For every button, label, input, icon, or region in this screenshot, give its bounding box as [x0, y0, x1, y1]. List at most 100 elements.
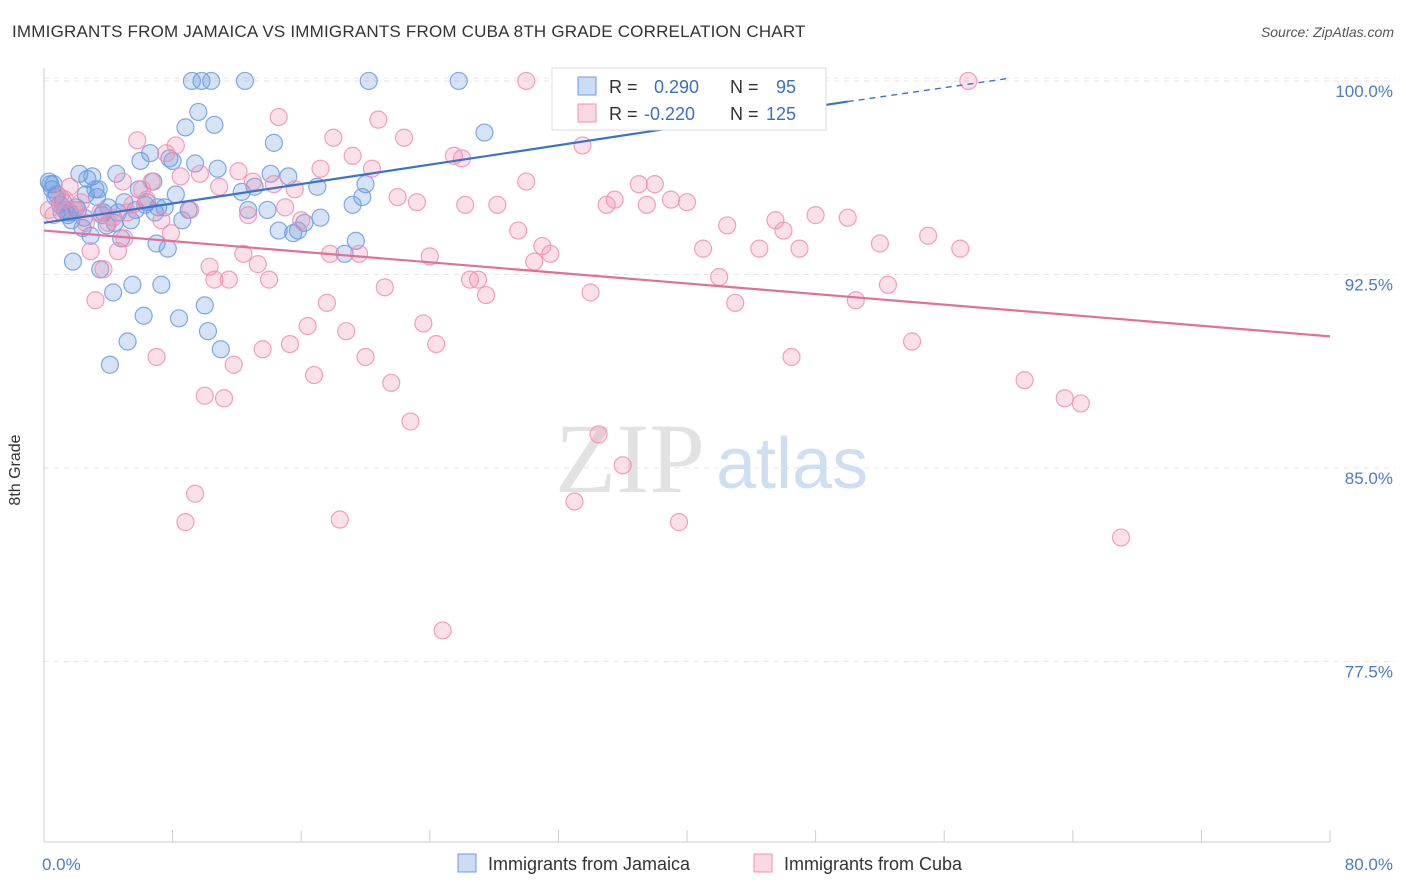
point-s0-89: [87, 187, 107, 207]
point-s1-107: [806, 206, 825, 225]
point-s1-1: [44, 206, 63, 225]
point-s0-40: [152, 275, 171, 294]
point-s0-53: [192, 71, 211, 91]
point-s1-81: [517, 172, 536, 191]
point-s1-85: [565, 492, 584, 511]
point-s1-116: [1015, 371, 1034, 390]
point-s0-9: [63, 252, 83, 271]
point-s1-12: [99, 213, 118, 232]
point-s1-49: [280, 334, 300, 354]
point-s0-79: [359, 71, 378, 91]
point-s0-48: [176, 118, 195, 137]
point-s1-120: [517, 71, 536, 91]
point-s1-91: [613, 456, 632, 475]
x-tick-label-0: 0.0%: [42, 855, 81, 874]
legend-swatch-jamaica: [577, 76, 597, 96]
point-s0-46: [169, 309, 189, 328]
point-s0-45: [166, 185, 185, 204]
point-s1-11: [94, 260, 113, 279]
point-s1-42: [243, 172, 263, 191]
bottom-legend-label-cuba: Immigrants from Cuba: [784, 854, 963, 874]
point-s1-28: [176, 513, 195, 532]
point-s1-102: [750, 239, 769, 258]
point-s0-34: [134, 306, 153, 325]
point-s1-94: [645, 175, 664, 194]
point-s0-51: [186, 154, 205, 173]
y-tick-label-3: 77.5%: [1345, 662, 1393, 681]
point-s1-41: [239, 206, 258, 225]
point-s1-86: [573, 136, 592, 155]
point-s1-24: [157, 144, 176, 163]
point-s1-15: [113, 172, 132, 191]
point-s1-61: [356, 347, 375, 367]
point-s0-36: [140, 144, 160, 163]
bottom-legend-label-jamaica: Immigrants from Jamaica: [488, 854, 691, 874]
point-s1-0: [39, 200, 58, 220]
point-s1-108: [838, 208, 857, 227]
axes: [43, 68, 1331, 843]
point-s1-98: [693, 239, 713, 258]
point-s1-53: [304, 365, 324, 385]
legend-r-value-2: -0.220: [644, 104, 695, 124]
point-s0-78: [356, 175, 375, 194]
y-tick-label-1: 92.5%: [1345, 275, 1393, 294]
point-s1-113: [919, 226, 938, 245]
legend-r-value-1: 0.290: [654, 77, 699, 97]
point-s1-26: [166, 136, 185, 155]
point-s1-84: [541, 244, 560, 263]
y-tick-labels: 100.0% 92.5% 85.0% 77.5%: [1335, 82, 1393, 681]
point-s1-58: [337, 322, 356, 341]
legend-n-value-2: 125: [766, 104, 796, 124]
point-s0-28: [118, 332, 137, 351]
point-s1-6: [71, 193, 91, 212]
point-s1-7: [76, 213, 95, 232]
point-s1-70: [414, 314, 433, 333]
source-label: Source: ZipAtlas.com: [1260, 24, 1394, 40]
point-s0-65: [261, 164, 280, 183]
point-s0-62: [239, 200, 258, 220]
point-s1-104: [774, 221, 793, 240]
point-s1-101: [726, 293, 745, 312]
point-s1-69: [407, 193, 427, 212]
point-s0-69: [284, 224, 303, 243]
point-s1-75: [456, 195, 475, 214]
point-s1-63: [369, 110, 388, 129]
point-s1-67: [394, 128, 414, 147]
data-points: [39, 71, 1131, 640]
bottom-legend-swatch-jamaica: [457, 853, 477, 873]
point-s1-87: [581, 283, 600, 302]
point-s1-22: [147, 347, 166, 367]
point-s1-88: [589, 425, 608, 444]
point-s0-67: [269, 221, 288, 240]
point-s1-25: [161, 224, 181, 243]
point-s1-72: [427, 334, 446, 354]
point-s1-38: [224, 355, 243, 374]
point-s1-19: [132, 180, 152, 199]
point-s1-77: [468, 270, 488, 289]
point-s1-82: [525, 252, 544, 271]
point-s1-60: [349, 244, 369, 263]
point-s0-55: [198, 322, 218, 341]
point-s1-30: [186, 484, 205, 503]
x-tick-label-1: 80.0%: [1345, 855, 1393, 874]
point-s0-64: [258, 200, 277, 220]
legend-swatch-cuba: [577, 103, 597, 123]
point-s1-27: [171, 167, 190, 186]
point-s1-32: [195, 386, 214, 405]
point-s1-29: [181, 200, 200, 220]
y-tick-label-0: 100.0%: [1335, 82, 1393, 101]
point-s1-9: [86, 291, 105, 310]
bottom-legend: Immigrants from Jamaica Immigrants from …: [457, 853, 963, 874]
legend-n-label-1: N =: [730, 77, 759, 97]
point-s0-81: [475, 123, 494, 142]
point-s1-48: [276, 198, 295, 217]
point-s0-30: [123, 275, 142, 294]
point-s1-90: [605, 190, 624, 209]
point-s1-114: [951, 239, 970, 258]
point-s1-115: [959, 71, 978, 91]
point-s1-36: [214, 389, 234, 408]
point-s1-40: [234, 244, 253, 263]
legend-r-label-1: R =: [609, 77, 638, 97]
watermark-atlas: atlas: [716, 424, 868, 504]
